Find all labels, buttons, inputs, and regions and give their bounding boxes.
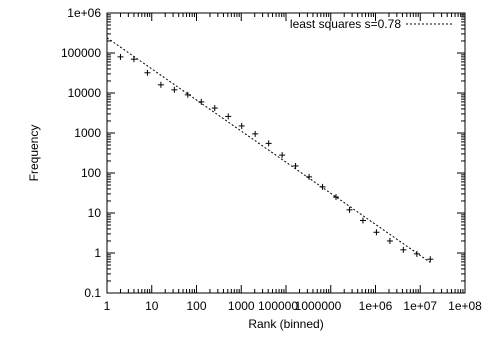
x-tick-label: 100000 — [258, 299, 298, 313]
data-point — [238, 122, 245, 129]
x-axis-ticks — [106, 13, 464, 293]
x-axis-title: Rank (binned) — [248, 317, 323, 331]
data-point — [400, 246, 407, 253]
data-point — [157, 81, 164, 88]
fit-line-series — [106, 37, 431, 263]
data-point — [144, 69, 151, 76]
y-axis-tick-labels: 0.1 1 10 100 1000 10000 100000 1e+06 — [61, 6, 101, 300]
y-tick-label: 10 — [88, 206, 102, 220]
data-point — [333, 194, 340, 201]
data-point — [225, 113, 232, 120]
y-tick-label: 1000 — [74, 126, 101, 140]
data-points-series — [117, 53, 434, 263]
legend: least squares s=0.78 — [290, 17, 452, 31]
data-point — [319, 183, 326, 190]
x-tick-label: 10 — [145, 299, 159, 313]
data-point — [359, 217, 366, 224]
data-point — [252, 130, 259, 137]
data-point — [117, 53, 124, 60]
legend-label: least squares s=0.78 — [290, 17, 401, 31]
data-point — [211, 105, 218, 112]
data-point — [279, 152, 286, 159]
data-point — [373, 229, 380, 236]
x-tick-label: 100 — [186, 299, 206, 313]
data-point — [292, 162, 299, 169]
y-tick-label: 100 — [81, 166, 101, 180]
fit-line — [106, 37, 431, 263]
x-tick-label: 1e+07 — [403, 299, 437, 313]
data-point — [427, 256, 434, 263]
y-tick-label: 0.1 — [84, 286, 101, 300]
y-tick-label: 100000 — [61, 46, 101, 60]
y-tick-label: 1e+06 — [67, 6, 101, 20]
data-point — [198, 98, 205, 105]
x-tick-label: 1e+08 — [448, 299, 482, 313]
data-point — [171, 86, 178, 93]
x-tick-label: 1 — [104, 299, 111, 313]
data-point — [306, 173, 313, 180]
y-tick-label: 1 — [94, 246, 101, 260]
plot-area — [106, 12, 466, 294]
x-tick-label: 1000000 — [295, 299, 342, 313]
data-point — [346, 206, 353, 213]
y-tick-label: 10000 — [68, 86, 102, 100]
data-point — [184, 91, 191, 98]
data-point — [386, 237, 393, 244]
y-axis-ticks — [107, 14, 465, 294]
data-point — [413, 250, 420, 257]
data-point — [265, 140, 272, 147]
data-point — [130, 56, 137, 63]
x-tick-label: 1000 — [228, 299, 255, 313]
y-axis-title: Frequency — [27, 125, 41, 182]
x-tick-label: 1e+06 — [359, 299, 393, 313]
